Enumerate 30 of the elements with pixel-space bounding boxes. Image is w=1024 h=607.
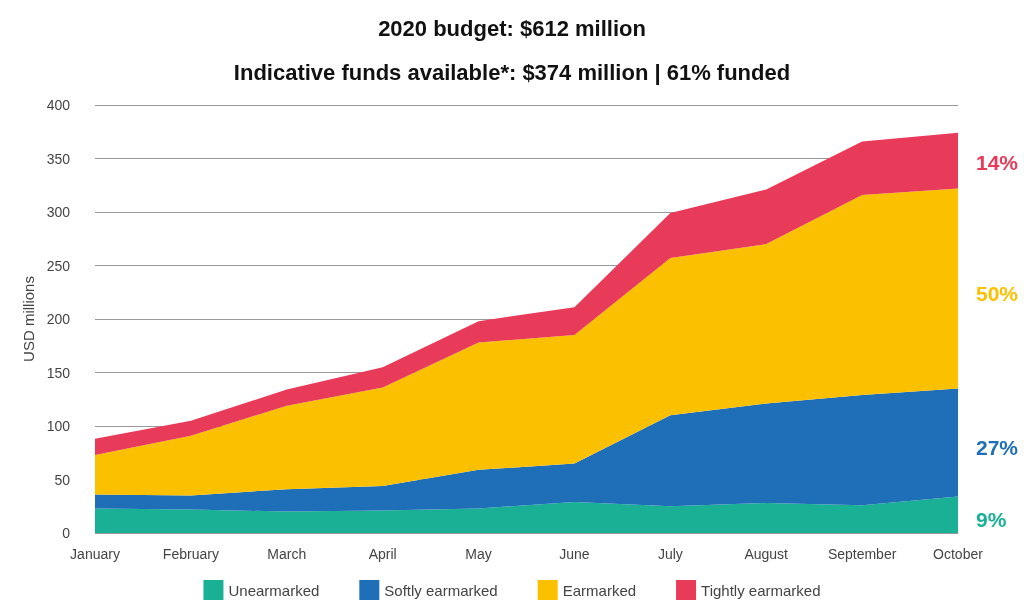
chart-subtitle: Indicative funds available*: $374 million | 61% funded xyxy=(233,59,791,85)
y-tick-label: 400 xyxy=(46,97,71,113)
legend-label: Tightly earmarked xyxy=(701,581,821,599)
annotation: 50% xyxy=(976,281,1019,305)
x-tick-label: August xyxy=(744,546,789,562)
y-tick-label: 350 xyxy=(46,150,71,167)
y-tick-label: 50 xyxy=(54,471,71,488)
y-tick-label: 0 xyxy=(62,525,71,541)
x-tick-label: October xyxy=(933,546,984,562)
y-tick-label: 200 xyxy=(46,311,71,327)
x-tick-label: July xyxy=(657,546,683,562)
annotation: 27% xyxy=(976,435,1019,459)
x-tick-label: September xyxy=(827,546,897,562)
y-tick-label: 150 xyxy=(46,364,71,381)
y-tick-label: 250 xyxy=(46,257,71,274)
legend-label: Earmarked xyxy=(562,581,637,599)
y-axis-title: USD millions xyxy=(19,276,37,362)
annotation: 14% xyxy=(976,151,1019,175)
legend-label: Softly earmarked xyxy=(384,581,498,599)
x-tick-label: March xyxy=(267,546,307,562)
y-tick-label: 300 xyxy=(46,204,71,220)
x-tick-label: June xyxy=(559,546,590,562)
x-tick-label: April xyxy=(368,546,397,562)
annotation: 9% xyxy=(976,507,1007,531)
x-tick-label: January xyxy=(70,546,120,562)
legend-label: Unearmarked xyxy=(228,581,320,599)
chart-title: 2020 budget: $612 million xyxy=(378,15,646,41)
x-tick-label: May xyxy=(465,546,492,562)
y-tick-label: 100 xyxy=(46,418,71,434)
x-tick-label: February xyxy=(162,546,219,562)
